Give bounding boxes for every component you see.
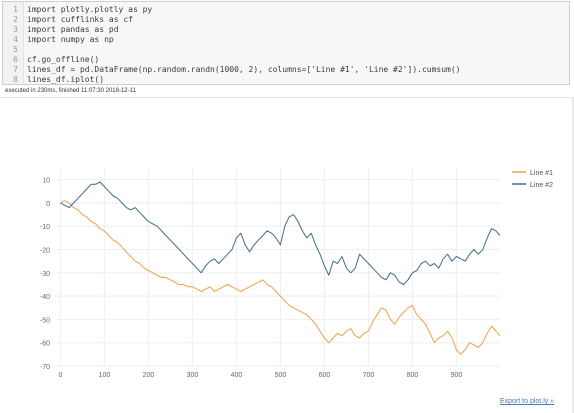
x-tick-label: 500 [275,372,287,379]
output-scroll-edge [572,98,574,413]
code-text[interactable]: import cufflinks as cf [27,15,133,24]
x-tick-label: 100 [99,372,111,379]
line-1-series[interactable] [60,200,501,355]
code-line[interactable]: 5 [3,45,563,55]
code-text[interactable]: import pandas as pd [27,25,119,34]
line-2-series[interactable] [60,181,501,285]
x-tick-label: 900 [451,372,463,379]
code-text[interactable]: import numpy as np [27,35,114,44]
x-tick-label: 700 [363,372,375,379]
line-number: 6 [13,55,18,64]
code-line[interactable]: 7 lines_df = pd.DataFrame(np.random.randn… [3,65,563,75]
line-number: 1 [13,5,18,14]
line-number: 3 [13,25,18,34]
y-tick-label: -50 [40,317,50,324]
line-number: 4 [13,35,18,44]
y-tick-label: -60 [40,341,50,348]
legend-label[interactable]: Line #1 [530,170,553,177]
y-tick-label: 0 [46,201,50,208]
x-tick-label: 600 [319,372,331,379]
y-tick-label: -20 [40,248,50,255]
execution-info: executed in 230ms, finished 11:07:30 201… [5,88,136,94]
code-line[interactable]: 2 import cufflinks as cf [3,15,563,25]
code-text[interactable]: cf.go_offline() [27,55,100,64]
x-tick-label: 800 [407,372,419,379]
code-line[interactable]: 1 import plotly.plotly as py [3,5,563,15]
code-text[interactable]: lines_df = pd.DataFrame(np.random.randn(… [27,65,461,74]
code-line[interactable]: 8 lines_df.iplot() [3,75,563,85]
line-number: 7 [13,65,18,74]
line-chart[interactable]: 100-10-20-30-40-50-60-700 100 200 300 400 500… [0,98,572,413]
line-number: 2 [13,15,18,24]
code-text[interactable]: lines_df.iplot() [27,75,105,84]
line-number: 8 [13,75,18,84]
line-number: 5 [13,45,18,54]
y-tick-label: -40 [40,294,50,301]
y-tick-label: -30 [40,271,50,278]
code-line[interactable]: 3 import pandas as pd [3,25,563,35]
code-cell[interactable]: 1 import plotly.plotly as py 2 import cuffl… [2,1,570,85]
y-tick-label: -70 [40,364,50,371]
x-tick-label: 400 [231,372,243,379]
legend-label[interactable]: Line #2 [530,182,553,189]
code-text[interactable]: import plotly.plotly as py [27,5,153,14]
line-number-gutter [3,2,24,84]
code-line[interactable]: 6 cf.go_offline() [3,55,563,65]
y-tick-label: 10 [42,178,50,185]
x-tick-label: 0 [58,372,62,379]
output-divider [0,97,574,98]
code-line[interactable]: 4 import numpy as np [3,35,563,45]
x-tick-label: 200 [143,372,155,379]
x-tick-label: 300 [187,372,199,379]
export-to-plotly-link[interactable]: Export to plot.ly » [500,398,555,405]
y-tick-label: -10 [40,224,50,231]
